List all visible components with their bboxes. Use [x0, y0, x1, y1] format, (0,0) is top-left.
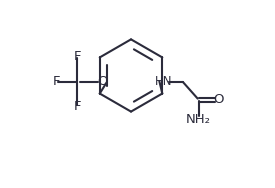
Text: HN: HN	[155, 75, 172, 89]
Text: O: O	[214, 93, 224, 106]
Text: F: F	[73, 100, 81, 114]
Text: F: F	[53, 75, 60, 89]
Text: O: O	[97, 75, 108, 89]
Text: NH₂: NH₂	[186, 113, 211, 127]
Text: F: F	[73, 49, 81, 63]
